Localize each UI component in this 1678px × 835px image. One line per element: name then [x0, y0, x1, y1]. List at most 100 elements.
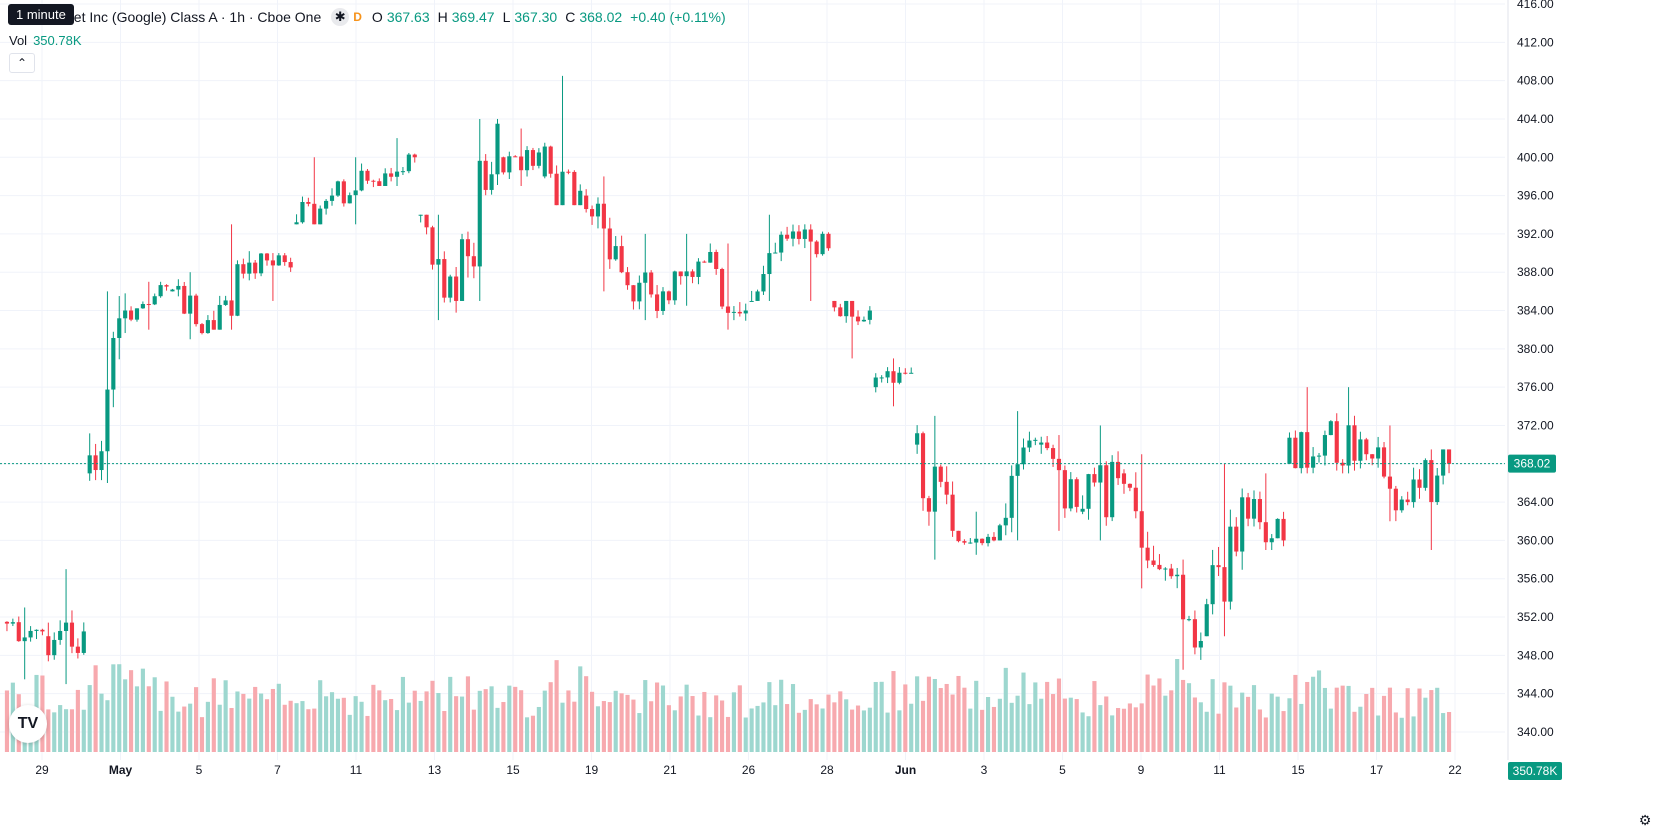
candle-body	[1003, 517, 1008, 526]
candle-body	[306, 202, 311, 204]
candle-body	[276, 255, 281, 266]
volume-bar	[1316, 670, 1322, 752]
volume-bar	[802, 709, 807, 752]
volume-bar	[690, 696, 695, 752]
candle-body	[950, 494, 955, 531]
candle-body	[111, 337, 116, 390]
volume-bar	[844, 699, 849, 752]
candle-body	[1104, 465, 1109, 518]
volume-bar	[850, 709, 855, 752]
tradingview-logo[interactable]: TV	[9, 705, 47, 743]
candle-body	[997, 525, 1002, 541]
volume-bar	[1074, 699, 1079, 752]
volume-bar	[584, 676, 589, 752]
volume-bar	[867, 707, 872, 752]
volume-bar	[980, 709, 985, 752]
asterisk-icon[interactable]: ✱	[331, 8, 350, 26]
price-tick-label: 416.00	[1517, 0, 1554, 11]
volume-bar	[796, 712, 801, 752]
candle-body	[584, 195, 589, 210]
candle-body	[649, 272, 654, 295]
volume-bar	[554, 660, 559, 752]
candle-body	[785, 234, 790, 239]
candle-body	[483, 160, 488, 190]
candle-body	[980, 538, 985, 544]
candle-body	[1381, 447, 1387, 477]
volume-bar	[459, 696, 465, 752]
candle-body	[1145, 547, 1150, 561]
volume-bar	[1275, 696, 1280, 752]
price-tick-label: 352.00	[1517, 610, 1554, 624]
volume-bar	[785, 704, 790, 752]
candle-body	[513, 156, 518, 158]
volume-bar	[1050, 694, 1056, 752]
candle-body	[471, 256, 476, 267]
candle-body	[1269, 538, 1274, 543]
candle-body	[1086, 474, 1091, 509]
candle-body	[377, 181, 382, 186]
volume-bar	[1251, 685, 1257, 752]
volume-bar	[920, 700, 926, 752]
candle-body	[170, 289, 175, 292]
candle-body	[1322, 435, 1327, 456]
candle-body	[725, 306, 731, 313]
volume-bars	[4, 659, 1452, 752]
candle-body	[1074, 479, 1079, 507]
candle-body	[1305, 432, 1310, 468]
candle-body	[637, 282, 642, 302]
open-label: O	[371, 9, 383, 25]
candle-body	[1287, 437, 1292, 464]
candle-body	[879, 377, 884, 379]
low-value: 367.30	[514, 9, 558, 25]
candle-body	[1417, 479, 1422, 488]
volume-bar	[105, 700, 110, 752]
volume-bar	[495, 707, 500, 752]
volume-bar	[1411, 716, 1416, 752]
time-tick-label: 7	[274, 763, 281, 777]
volume-bar	[666, 705, 671, 752]
volume-bar	[1322, 687, 1327, 752]
time-tick-label: 15	[1291, 763, 1305, 777]
candle-body	[87, 455, 92, 474]
candle-body	[442, 259, 447, 298]
volume-bar	[1364, 693, 1369, 752]
volume-bar	[885, 712, 890, 752]
candle-body	[820, 233, 825, 255]
candle-body	[909, 372, 914, 374]
candle-body	[702, 261, 707, 263]
volume-bar	[129, 670, 134, 752]
candle-body	[932, 466, 937, 512]
time-tick-label: 28	[820, 763, 834, 777]
candle-body	[1127, 483, 1132, 488]
price-axis: 340.00 344.00 348.00 352.00 356.00 360.00 364.…	[1507, 0, 1554, 760]
volume-bar	[324, 696, 329, 752]
volume-bar	[725, 716, 731, 752]
candle-body	[1346, 425, 1351, 466]
volume-bar	[99, 693, 104, 752]
candle-body	[1234, 526, 1239, 552]
volume-bar	[253, 686, 258, 752]
time-axis: 29 May 5 7 11 13 15 19 21 26 28 Jun 3 5 9 11 15 17 22	[35, 763, 1462, 777]
candle-body	[696, 261, 701, 277]
candle-body	[678, 271, 683, 277]
volume-bar	[997, 698, 1002, 752]
symbol-title[interactable]: bet Inc (Google) Class A · 1h · Cboe One	[66, 9, 322, 25]
candle-body	[383, 173, 388, 186]
candle-body	[566, 171, 571, 173]
volume-label: Vol	[9, 33, 28, 48]
candle-body	[666, 291, 671, 301]
settings-gear-icon[interactable]: ⚙	[1638, 812, 1652, 828]
volume-bar	[1121, 708, 1127, 752]
collapse-legend-button[interactable]: ⌃	[9, 53, 35, 73]
volume-bar	[1387, 687, 1393, 752]
candle-body	[264, 253, 270, 261]
volume-value: 350.78K	[33, 33, 82, 48]
candle-body	[850, 300, 855, 317]
candle-body	[1210, 565, 1215, 605]
volume-bar	[176, 711, 181, 752]
candle-body	[1068, 479, 1073, 509]
volume-bar	[140, 668, 145, 752]
candle-body	[1045, 442, 1050, 449]
candle-body	[389, 173, 394, 177]
